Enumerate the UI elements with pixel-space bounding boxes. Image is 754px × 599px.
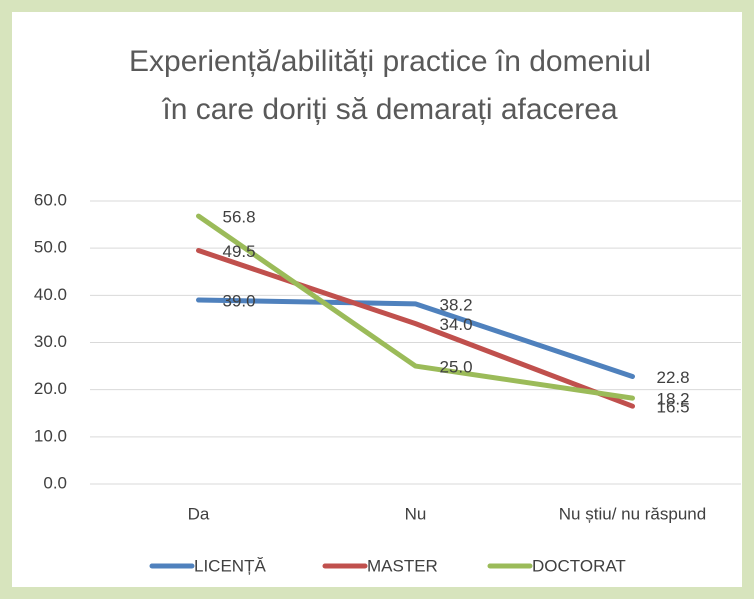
x-tick-label: Da [188,504,210,523]
series-line [196,213,635,401]
y-tick-label: 0.0 [43,473,67,492]
legend-label: DOCTORAT [532,556,626,575]
y-tick-label: 10.0 [34,426,67,445]
series-line [196,297,635,379]
data-label: 16.5 [657,398,690,417]
y-tick-label: 30.0 [34,332,67,351]
legend-label: MASTER [367,556,438,575]
data-label: 39.0 [223,292,256,311]
y-tick-label: 20.0 [34,379,67,398]
data-label: 49.5 [223,242,256,261]
y-tick-label: 40.0 [34,285,67,304]
y-tick-label: 50.0 [34,238,67,257]
data-label: 34.0 [440,315,473,334]
chart-title: Experiență/abilități practice în domeniu… [129,45,651,126]
data-label: 25.0 [440,358,473,377]
x-tick-label: Nu știu/ nu răspund [559,504,706,523]
y-tick-label: 60.0 [34,190,67,209]
legend-label: LICENȚĂ [194,556,266,575]
data-label: 56.8 [223,208,256,227]
x-tick-label: Nu [405,504,427,523]
data-label: 22.8 [657,368,690,387]
data-label: 18.2 [657,390,690,409]
chart-area [12,12,742,587]
data-label: 38.2 [440,295,473,314]
series-line [196,248,635,409]
